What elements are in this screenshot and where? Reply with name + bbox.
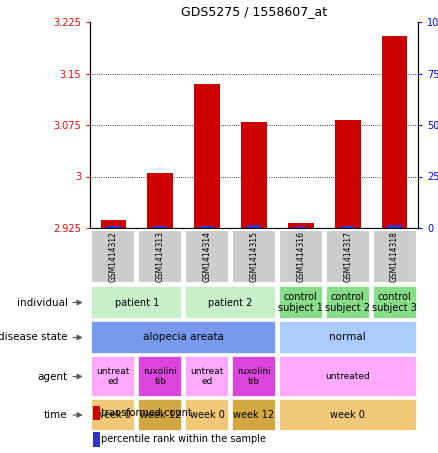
- Bar: [326, 230, 370, 283]
- Bar: [92, 230, 135, 283]
- Text: time: time: [44, 410, 67, 420]
- Bar: [92, 321, 276, 354]
- Text: percentile rank within the sample: percentile rank within the sample: [101, 434, 266, 444]
- Bar: [93, 432, 100, 447]
- Bar: [326, 286, 370, 319]
- Title: GDS5275 / 1558607_at: GDS5275 / 1558607_at: [181, 5, 327, 18]
- Bar: [335, 120, 360, 228]
- Bar: [185, 230, 229, 283]
- Bar: [232, 230, 276, 283]
- Text: GSM1414315: GSM1414315: [250, 231, 258, 282]
- Bar: [185, 357, 229, 397]
- Text: transformed count: transformed count: [101, 408, 192, 418]
- Text: individual: individual: [17, 298, 67, 308]
- Bar: [153, 226, 167, 228]
- Text: week 0: week 0: [190, 410, 225, 420]
- Bar: [388, 226, 402, 228]
- Bar: [247, 226, 261, 228]
- Text: control
subject 1: control subject 1: [279, 292, 323, 313]
- Text: control
subject 3: control subject 3: [372, 292, 417, 313]
- Text: alopecia areata: alopecia areata: [143, 333, 224, 342]
- Text: week 0: week 0: [330, 410, 365, 420]
- Bar: [232, 399, 276, 431]
- Text: GSM1414318: GSM1414318: [390, 231, 399, 282]
- Bar: [241, 121, 267, 228]
- Text: untreat
ed: untreat ed: [191, 367, 224, 386]
- Text: agent: agent: [37, 371, 67, 381]
- Text: untreated: untreated: [325, 372, 370, 381]
- Bar: [279, 230, 323, 283]
- Bar: [148, 173, 173, 228]
- Bar: [101, 220, 126, 228]
- Bar: [185, 286, 276, 319]
- Text: untreat
ed: untreat ed: [97, 367, 130, 386]
- Bar: [138, 399, 182, 431]
- Bar: [373, 286, 417, 319]
- Bar: [185, 399, 229, 431]
- Bar: [106, 226, 120, 228]
- Bar: [138, 230, 182, 283]
- Bar: [92, 357, 135, 397]
- Bar: [279, 321, 417, 354]
- Bar: [92, 286, 182, 319]
- Bar: [279, 399, 417, 431]
- Text: GSM1414317: GSM1414317: [343, 231, 352, 282]
- Text: week 12: week 12: [233, 410, 275, 420]
- Text: GSM1414314: GSM1414314: [203, 231, 212, 282]
- Text: patient 2: patient 2: [208, 298, 253, 308]
- Text: GSM1414316: GSM1414316: [297, 231, 305, 282]
- Bar: [200, 226, 214, 228]
- Bar: [194, 84, 220, 228]
- Bar: [93, 406, 100, 420]
- Bar: [279, 357, 417, 397]
- Text: patient 1: patient 1: [115, 298, 159, 308]
- Text: normal: normal: [329, 333, 366, 342]
- Text: week 0: week 0: [96, 410, 131, 420]
- Text: week 12: week 12: [140, 410, 181, 420]
- Text: GSM1414312: GSM1414312: [109, 231, 118, 282]
- Text: GSM1414313: GSM1414313: [156, 231, 165, 282]
- Bar: [288, 222, 314, 228]
- Bar: [92, 399, 135, 431]
- Bar: [138, 357, 182, 397]
- Text: control
subject 2: control subject 2: [325, 292, 370, 313]
- Text: disease state: disease state: [0, 333, 67, 342]
- Bar: [294, 226, 308, 228]
- Bar: [381, 36, 407, 228]
- Bar: [279, 286, 323, 319]
- Bar: [341, 226, 355, 228]
- Text: ruxolini
tib: ruxolini tib: [143, 367, 177, 386]
- Bar: [373, 230, 417, 283]
- Text: ruxolini
tib: ruxolini tib: [237, 367, 271, 386]
- Bar: [232, 357, 276, 397]
